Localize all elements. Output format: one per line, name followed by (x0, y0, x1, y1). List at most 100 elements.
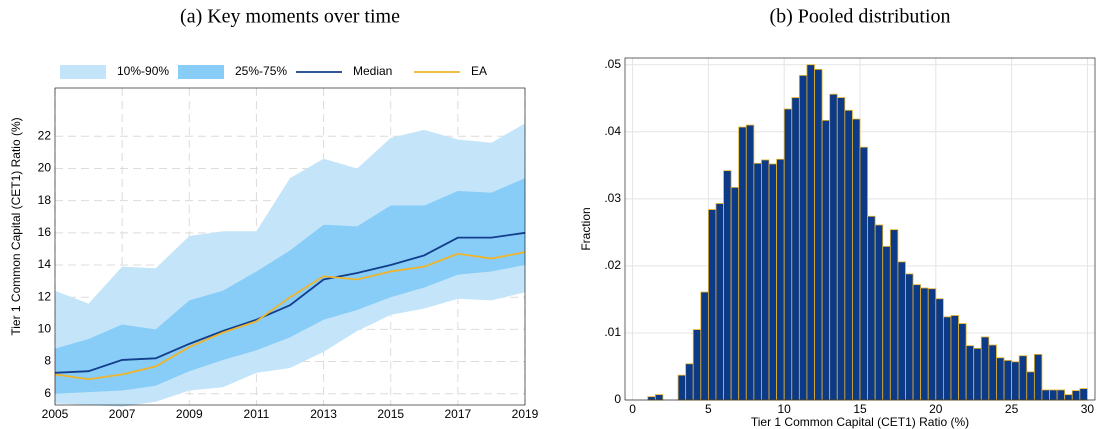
x-tick-label: 15 (853, 402, 867, 416)
histogram-bar (700, 291, 709, 401)
chart-title: (a) Key moments over time (180, 6, 400, 28)
band (55, 178, 525, 394)
histogram-bar (859, 146, 868, 401)
histogram-bar (1056, 389, 1066, 401)
histogram-bar (1079, 388, 1088, 401)
y-axis-label: Tier 1 Common Capital (CET1) Ratio (%) (9, 117, 23, 335)
histogram-bar (791, 97, 800, 401)
plot-frame (624, 57, 1096, 401)
histogram-bar (980, 336, 990, 401)
histogram-bar (965, 345, 975, 401)
y-tick-label: 18 (38, 193, 52, 207)
histogram-bar (814, 69, 823, 401)
y-tick-label: .01 (604, 325, 621, 339)
x-tick-label: 30 (1081, 402, 1095, 416)
x-tick-label: 20 (929, 402, 943, 416)
histogram-bar (935, 298, 944, 401)
y-tick-label: 10 (38, 322, 52, 336)
histogram-bar (692, 329, 702, 401)
histogram-bar (730, 187, 740, 401)
histogram-bar (707, 209, 717, 401)
histogram-bar (958, 323, 967, 401)
histogram-bar (768, 163, 778, 401)
y-tick-label: 16 (38, 225, 52, 239)
y-tick-label: 12 (38, 289, 52, 303)
histogram-bar (738, 126, 747, 401)
y-tick-label: 8 (44, 354, 51, 368)
histogram-bar (685, 363, 694, 401)
legend-swatch (178, 65, 224, 79)
histogram-bar (988, 344, 997, 401)
y-tick-label: .02 (604, 258, 621, 272)
y-tick-label: 22 (38, 128, 52, 142)
histogram-bar (647, 396, 656, 401)
histogram-bar (753, 162, 762, 401)
x-tick-label: 5 (705, 402, 712, 416)
y-tick-label: .03 (604, 191, 621, 205)
histogram-bar (1011, 361, 1020, 401)
histogram-bar (1049, 389, 1058, 401)
histogram-bar (806, 64, 815, 401)
histogram-bar (897, 261, 906, 401)
histogram-bar (844, 109, 853, 401)
legend-label: 10%-90% (117, 64, 169, 78)
histogram-bar (798, 75, 808, 401)
histogram-bar (905, 273, 914, 401)
histogram-bar (973, 347, 982, 401)
chart-title: (b) Pooled distribution (769, 6, 950, 28)
histogram-bar (996, 357, 1005, 401)
histogram-bar (912, 284, 922, 401)
x-tick-label: 2017 (445, 407, 472, 421)
histogram-bar (927, 288, 937, 401)
legend-label: Median (353, 64, 392, 78)
histogram-bar (1033, 353, 1043, 401)
histogram-bar (761, 159, 770, 401)
histogram-bar (836, 97, 846, 401)
plot-frame (54, 87, 526, 406)
y-axis-label: Fraction (579, 207, 593, 250)
y-tick-label: .05 (604, 57, 621, 71)
histogram-bar (723, 170, 732, 401)
x-tick-label: 2007 (109, 407, 136, 421)
histogram-bar (920, 287, 929, 401)
histogram-bar (1018, 355, 1028, 401)
histogram-bar (882, 246, 891, 401)
histogram-bar (852, 118, 861, 401)
histogram-bar (1041, 389, 1050, 401)
y-tick-label: 6 (44, 386, 51, 400)
y-tick-label: 14 (38, 257, 52, 271)
histogram-bar (783, 108, 793, 401)
x-tick-label: 10 (778, 402, 792, 416)
y-tick-label: 20 (38, 161, 52, 175)
histogram-bar (1026, 371, 1035, 401)
legend-swatch (60, 65, 106, 79)
x-tick-label: 2013 (310, 407, 337, 421)
histogram-bar (889, 229, 899, 401)
histogram-bar (874, 224, 884, 401)
x-tick-label: 25 (1005, 402, 1019, 416)
legend-label: 25%-75% (235, 64, 287, 78)
histogram-bar (715, 203, 724, 401)
x-tick-label: 2009 (176, 407, 203, 421)
histogram-bar (1003, 360, 1013, 401)
histogram-bar (1064, 394, 1073, 401)
y-tick-label: .04 (604, 124, 621, 138)
histogram-bar (677, 374, 687, 401)
histogram-bar (950, 315, 959, 401)
line (54, 251, 526, 381)
histogram-bar (821, 119, 831, 401)
x-tick-label: 2019 (512, 407, 539, 421)
histogram-bar (942, 316, 952, 401)
histogram-bar (654, 394, 664, 401)
histogram-bar (1071, 390, 1081, 401)
x-tick-label: 2005 (42, 407, 69, 421)
x-tick-label: 2011 (244, 407, 270, 421)
line (54, 231, 526, 374)
histogram-bar (776, 158, 785, 401)
x-tick-label: 0 (629, 402, 636, 416)
histogram-bar (867, 215, 876, 401)
histogram-bar (745, 124, 755, 401)
y-tick-label: 0 (614, 392, 621, 406)
